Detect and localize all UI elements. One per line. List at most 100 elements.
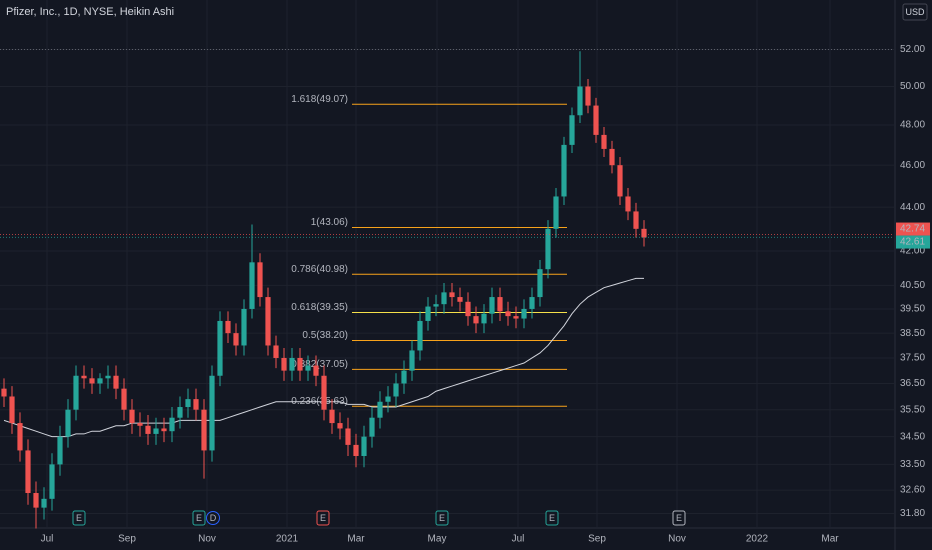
candle-body [449,292,455,298]
candle-body [201,409,207,451]
candle-body [569,115,575,145]
candle-body [425,306,431,321]
fib-label: 1.618(49.07) [291,94,348,105]
event-label: E [76,513,82,523]
candle-body [497,297,503,312]
candle-body [129,409,135,424]
candle-body [185,399,191,408]
candle-body [465,301,471,317]
candle-body [25,450,31,494]
x-tick-label: 2021 [276,534,299,545]
y-tick-label: 39.50 [900,304,925,315]
event-label: E [320,513,326,523]
x-tick-label: Nov [668,534,686,545]
currency-box[interactable] [902,3,928,21]
event-label: E [196,513,202,523]
candle-body [505,311,511,317]
candle-body [481,313,487,324]
event-marker[interactable] [206,511,220,525]
candle-body [433,304,439,307]
y-tick-label: 37.50 [900,353,925,364]
candle-body [593,105,599,135]
candle-body [281,357,287,371]
candle-body [417,320,423,351]
candle-body [177,407,183,418]
fib-label: 1(43.06) [311,217,348,228]
plot: 1.618(49.07) 1(43.06) 0.786(40.98) 0.618(39… [0,0,894,529]
candle-body [625,196,631,212]
candle-body [441,292,447,305]
candle-body [353,444,359,456]
candle-body [369,417,375,437]
candle-body [233,333,239,346]
candle-body [249,262,255,309]
event-label: D [210,513,217,523]
event-label: E [439,513,445,523]
y-tick-label: 31.80 [900,508,925,519]
fib-label: 0.618(39.35) [291,302,348,313]
y-tick-label: 35.50 [900,404,925,415]
candle-body [257,262,263,298]
price-label-box [896,222,930,236]
candle-body [225,320,231,334]
candle-body [545,228,551,270]
event-marker[interactable] [192,510,206,526]
event-marker[interactable] [435,510,449,526]
candle-body [17,423,23,451]
y-tick-label: 32.60 [900,485,925,496]
event-marker[interactable] [72,510,86,526]
y-tick-label: 48.00 [900,120,925,131]
candle-body [217,320,223,376]
candle-body [393,383,399,397]
candle-body [193,399,199,410]
candle-body [57,436,63,465]
x-tick-label: Jul [41,534,54,545]
candle-body [361,436,367,456]
x-tick-label: May [428,534,447,545]
candle-body [89,378,95,384]
fib-label: 0.382(37.05) [291,359,348,370]
event-marker[interactable] [672,510,686,526]
y-tick-label: 36.50 [900,378,925,389]
y-tick-label: 52.00 [900,44,925,55]
price-label: 42.61 [900,237,925,248]
candle-body [313,365,319,376]
y-tick-label: 44.00 [900,202,925,213]
candle-body [553,196,559,229]
candle-body [241,308,247,346]
candle-body [329,409,335,424]
y-tick-label: 38.50 [900,328,925,339]
candle-body [409,350,415,371]
candle-body [289,357,295,371]
candle-body [137,423,143,426]
candle-body [169,417,175,432]
candle-body [577,86,583,116]
candle-body [617,165,623,197]
candle-body [337,423,343,429]
candle-body [633,211,639,229]
y-tick-label: 42.00 [900,246,925,257]
candle-body [609,148,615,166]
candle-body [521,308,527,319]
candle-body [153,428,159,434]
fib-label: 0.786(40.98) [291,264,348,275]
candle-body [513,316,519,319]
x-tick-label: Nov [198,534,216,545]
x-tick-label: Sep [588,534,606,545]
fib-label: 0.5(38.20) [302,330,348,341]
candle-body [601,134,607,149]
candle-body [489,297,495,314]
candle-body [345,428,351,445]
event-marker[interactable] [545,510,559,526]
candle-body [585,86,591,106]
candle-body [321,375,327,410]
price-label: 42.74 [900,224,925,235]
event-marker[interactable] [316,510,330,526]
x-tick-label: Sep [118,534,136,545]
chart-title: Pfizer, Inc., 1D, NYSE, Heikin Ashi [6,6,174,18]
candle-body [65,409,71,437]
candle-body [209,375,215,451]
